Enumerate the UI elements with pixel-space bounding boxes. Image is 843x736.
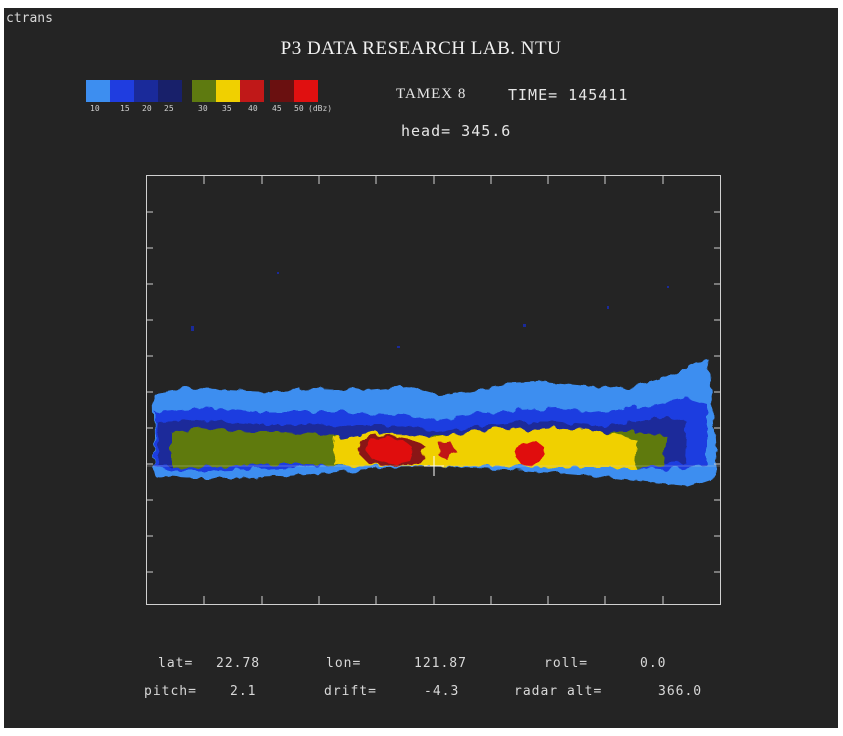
drift-label: drift= [324,684,377,699]
time-readout: TIME= 145411 [508,86,629,104]
scale-label: 30 [198,104,208,113]
lab-title: P3 DATA RESEARCH LAB. NTU [280,38,562,59]
scale-label: 45 [272,104,282,113]
lon-value: 121.87 [414,656,467,671]
color-swatch [294,80,318,102]
color-swatch [216,80,240,102]
scale-label: 35 [222,104,232,113]
radar-reflectivity-plot [146,175,721,605]
scale-label: 25 [164,104,174,113]
color-swatch [134,80,158,102]
drift-value: -4.3 [424,684,460,699]
lat-label: lat= [158,656,194,671]
color-swatch [110,80,134,102]
scale-label: 10 [90,104,100,113]
radar-alt-label: radar alt= [514,684,603,699]
scale-label: 40 [248,104,258,113]
color-swatch [86,80,110,102]
pitch-label: pitch= [144,684,197,699]
color-swatch [192,80,216,102]
radar-alt-value: 366.0 [658,684,703,699]
roll-value: 0.0 [640,656,667,671]
scale-label: 15 [120,104,130,113]
roll-label: roll= [544,656,589,671]
scale-unit: (dBz) [308,104,333,113]
heading-readout: head= 345.6 [401,122,512,140]
reflectivity-color-scale: 10 15 20 25 30 35 40 45 50 (dBz) [86,80,386,116]
color-swatch [158,80,182,102]
mission-label: TAMEX 8 [396,86,467,102]
scale-label: 20 [142,104,152,113]
color-swatch [270,80,294,102]
color-swatch [240,80,264,102]
ctrans-window: ctrans P3 DATA RESEARCH LAB. NTU 10 15 2… [4,8,838,728]
pitch-value: 2.1 [230,684,257,699]
lat-value: 22.78 [216,656,261,671]
window-title: ctrans [6,11,53,26]
radar-echo-image [147,176,720,604]
lon-label: lon= [326,656,362,671]
scale-label: 50 [294,104,304,113]
